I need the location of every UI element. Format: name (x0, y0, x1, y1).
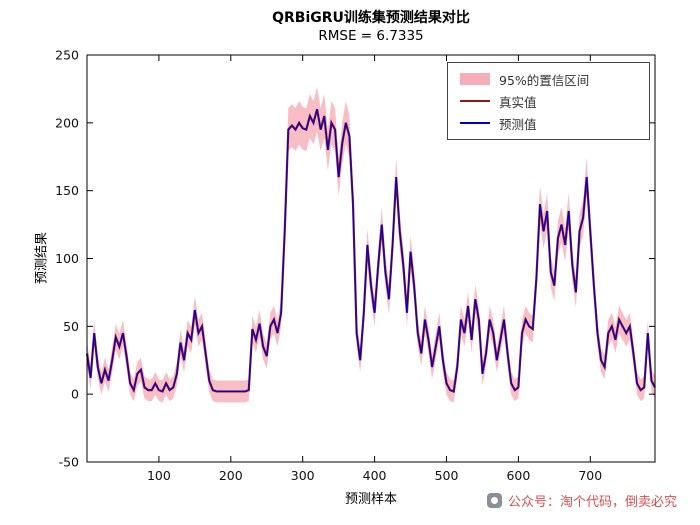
watermark-text: 公众号：淘个代码，倒卖必究 (508, 495, 678, 510)
pred-line-swatch (460, 122, 490, 124)
x-axis-label: 预测样本 (344, 492, 397, 507)
x-tick-label: 500 (435, 468, 459, 483)
y-tick-label: -50 (59, 455, 79, 470)
y-tick-label: 200 (55, 115, 79, 130)
legend-item-true: 真实值 (448, 90, 649, 112)
watermark: 公众号：淘个代码，倒卖必究 (487, 491, 677, 510)
x-tick-label: 300 (291, 468, 315, 483)
legend: 95%的置信区间 真实值 预测值 (447, 62, 650, 140)
x-tick-label: 100 (147, 468, 171, 483)
legend-label: 真实值 (499, 94, 537, 110)
chart-subtitle: RMSE = 6.7335 (318, 28, 424, 44)
true-line-swatch (460, 100, 490, 102)
true-value-line (85, 108, 656, 394)
y-tick-label: 150 (55, 183, 79, 198)
legend-label: 预测值 (499, 116, 537, 132)
x-tick-label: 600 (506, 468, 530, 483)
x-tick-label: 700 (578, 468, 602, 483)
predicted-value-line (86, 109, 656, 393)
watermark-icon (487, 493, 502, 508)
x-tick-label: 400 (363, 468, 387, 483)
y-tick-label: 50 (63, 319, 79, 334)
y-tick-label: 0 (71, 387, 79, 402)
y-tick-label: 250 (55, 48, 79, 63)
chart-title: QRBiGRU训练集预测结果对比 (272, 10, 470, 26)
x-tick-label: 200 (219, 468, 243, 483)
y-axis-label: 预测结果 (34, 231, 50, 285)
legend-item-confidence: 95%的置信区间 (448, 68, 649, 90)
y-tick-label: 100 (55, 251, 79, 266)
legend-item-predicted: 预测值 (448, 112, 649, 134)
legend-label: 95%的置信区间 (499, 72, 590, 88)
confidence-band-swatch (460, 73, 490, 85)
